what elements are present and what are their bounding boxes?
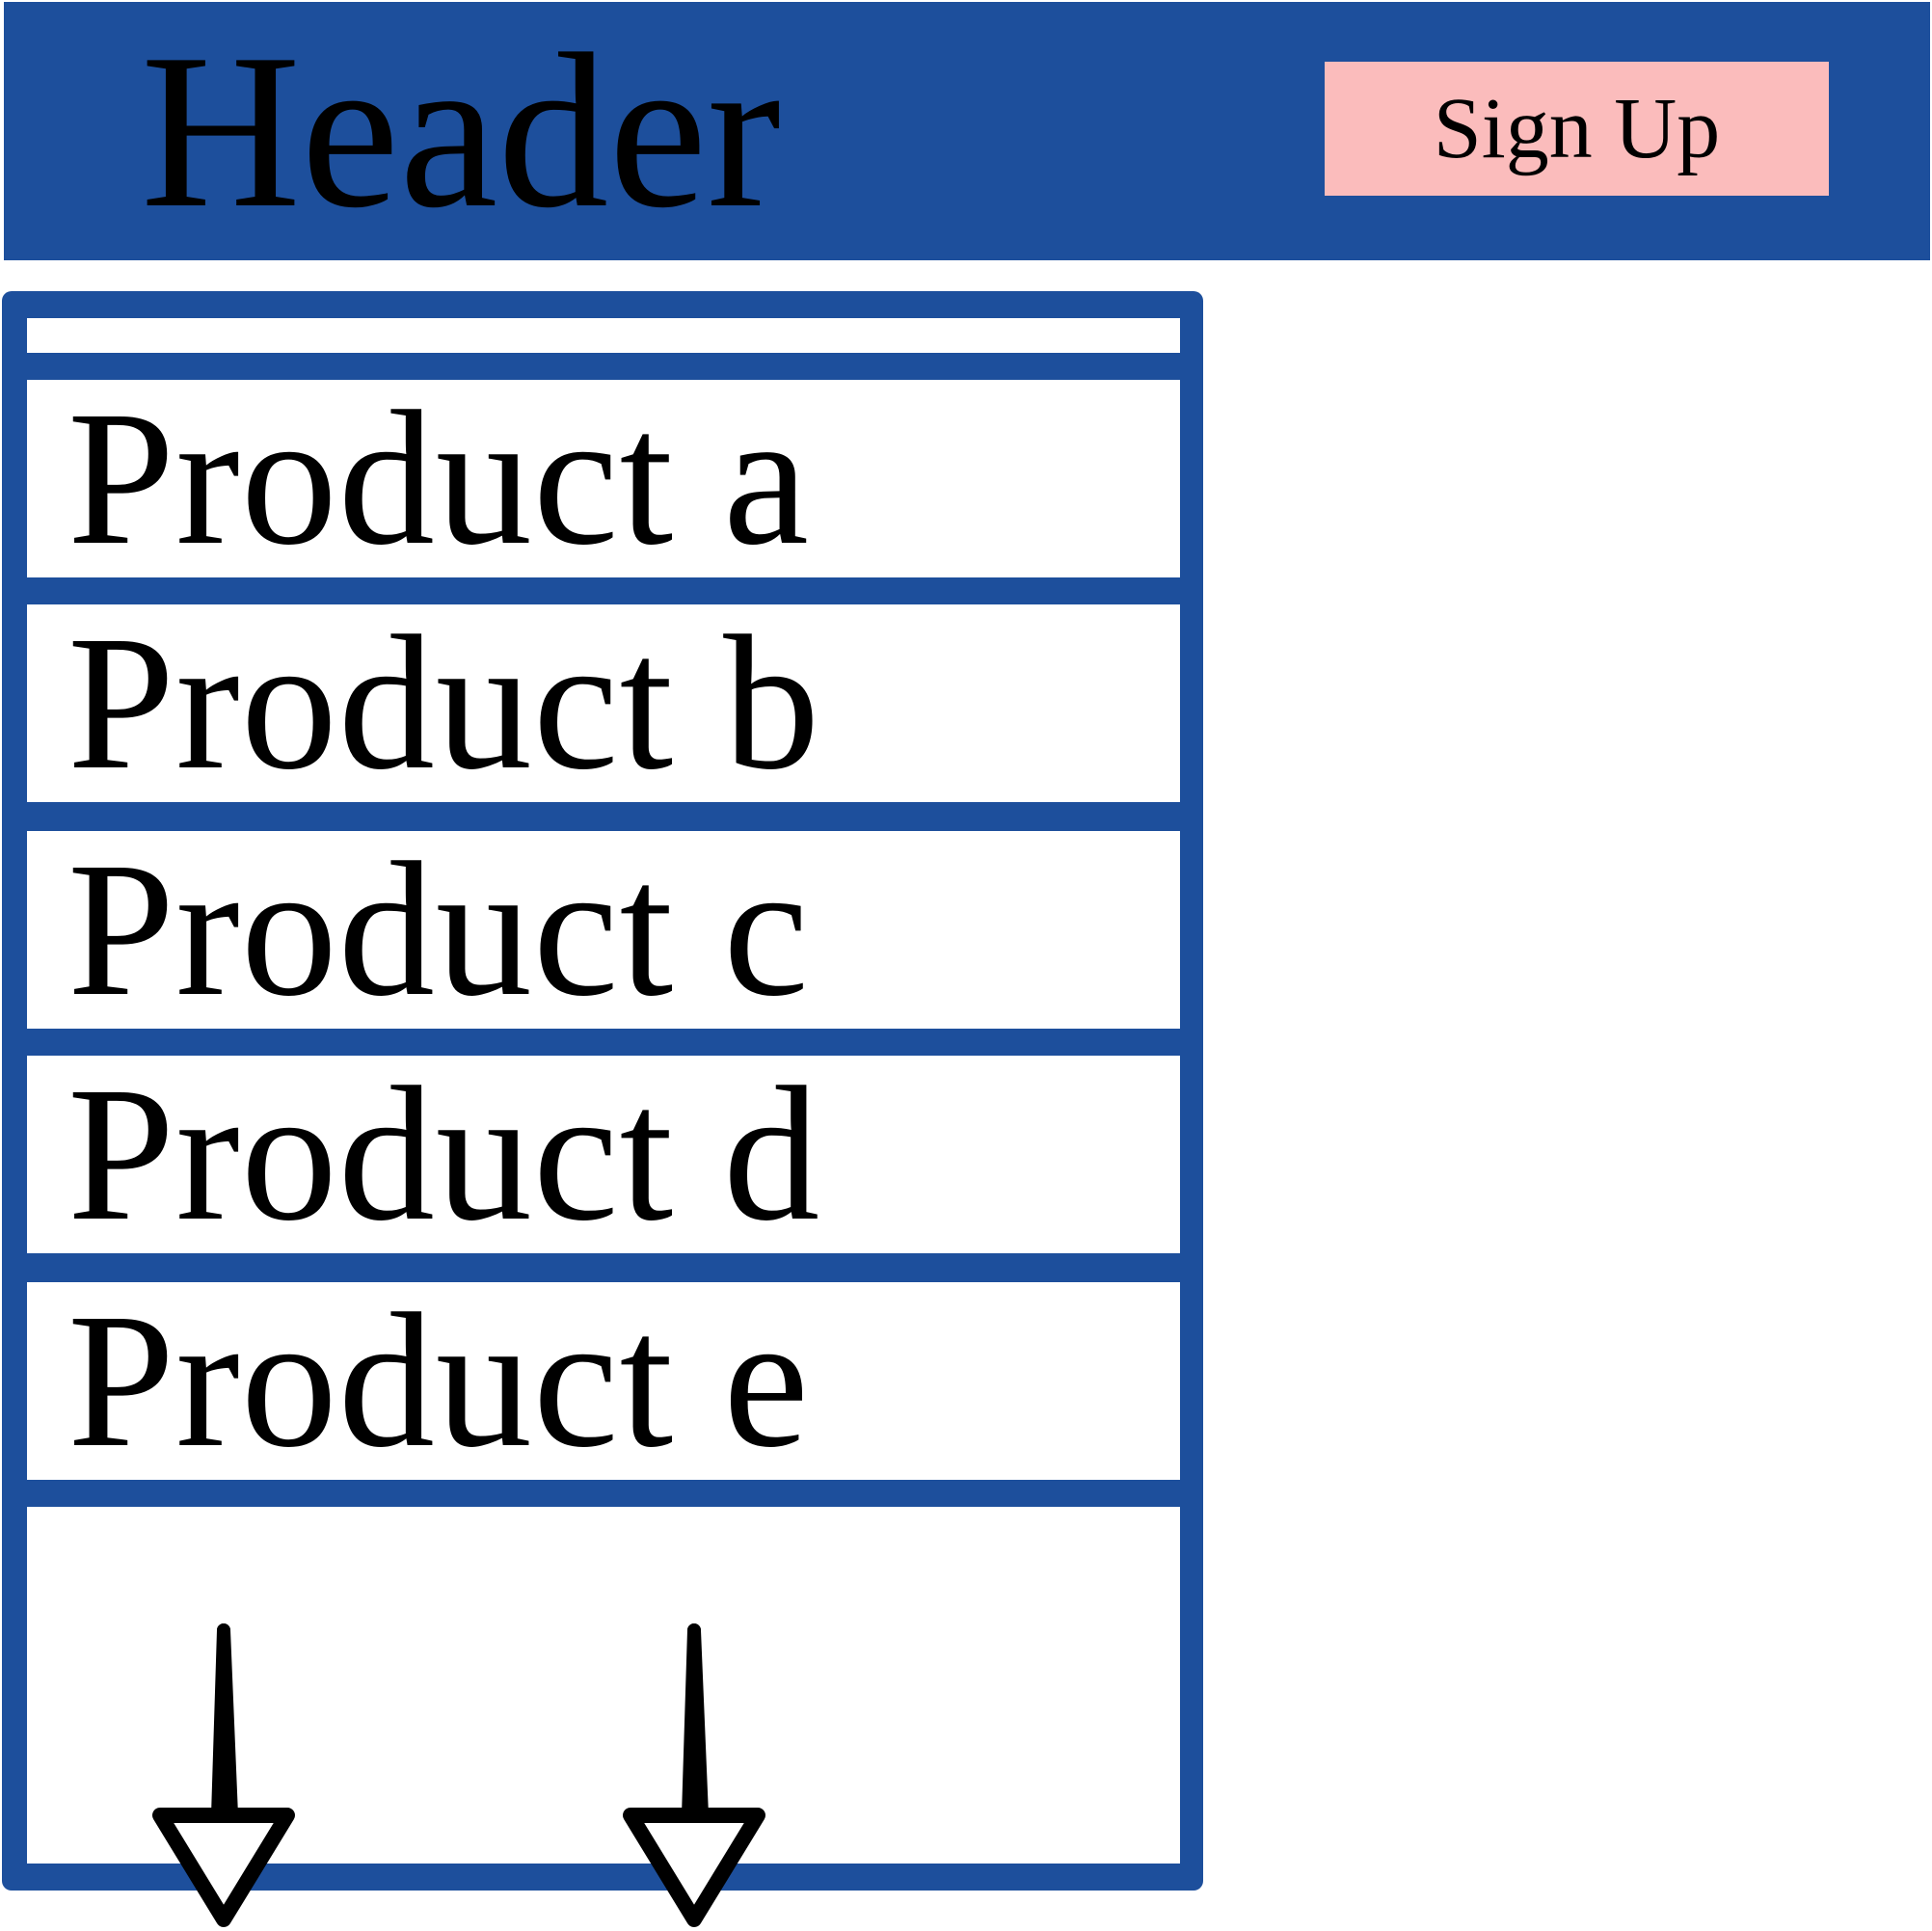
product-item-c[interactable]: Product c [27, 831, 1180, 1029]
product-item-b[interactable]: Product b [27, 604, 1180, 802]
down-arrow-icon[interactable] [143, 1623, 297, 1931]
scroll-area [27, 1507, 1180, 1927]
down-arrow-icon[interactable] [613, 1623, 767, 1931]
product-item-label: Product c [67, 831, 810, 1029]
product-item-label: Product d [67, 1056, 821, 1253]
product-item-a[interactable]: Product a [27, 380, 1180, 577]
product-item-label: Product a [67, 380, 810, 577]
product-list-panel: Product a Product b Product c Product d … [2, 291, 1203, 1927]
list-top-strip [27, 318, 1180, 353]
product-item-label: Product b [67, 604, 821, 802]
product-item-label: Product e [67, 1282, 810, 1480]
product-item-d[interactable]: Product d [27, 1056, 1180, 1253]
sign-up-button[interactable]: Sign Up [1325, 62, 1829, 196]
header-title: Header [141, 8, 781, 254]
header-bar: Header Sign Up [4, 2, 1930, 260]
product-item-e[interactable]: Product e [27, 1282, 1180, 1480]
